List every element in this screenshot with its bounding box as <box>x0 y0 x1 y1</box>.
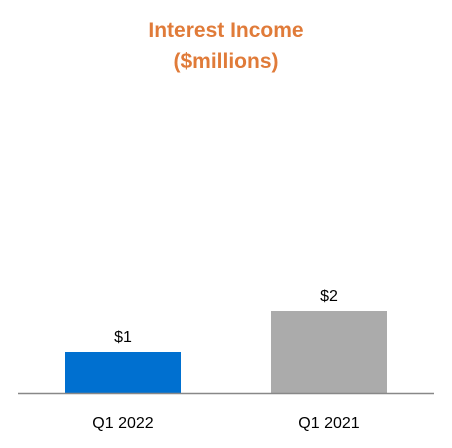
data-label: $1 <box>114 329 132 346</box>
chart-title: Interest Income <box>148 19 304 42</box>
x-tick-label: Q1 2022 <box>92 415 153 432</box>
chart-title-block: Interest Income ($millions) <box>0 15 452 77</box>
chart-subtitle: ($millions) <box>173 50 279 73</box>
data-label: $2 <box>320 288 338 305</box>
bar-q1-2021 <box>271 311 387 393</box>
x-tick-label: Q1 2021 <box>298 415 359 432</box>
bar-q1-2022 <box>65 352 181 393</box>
